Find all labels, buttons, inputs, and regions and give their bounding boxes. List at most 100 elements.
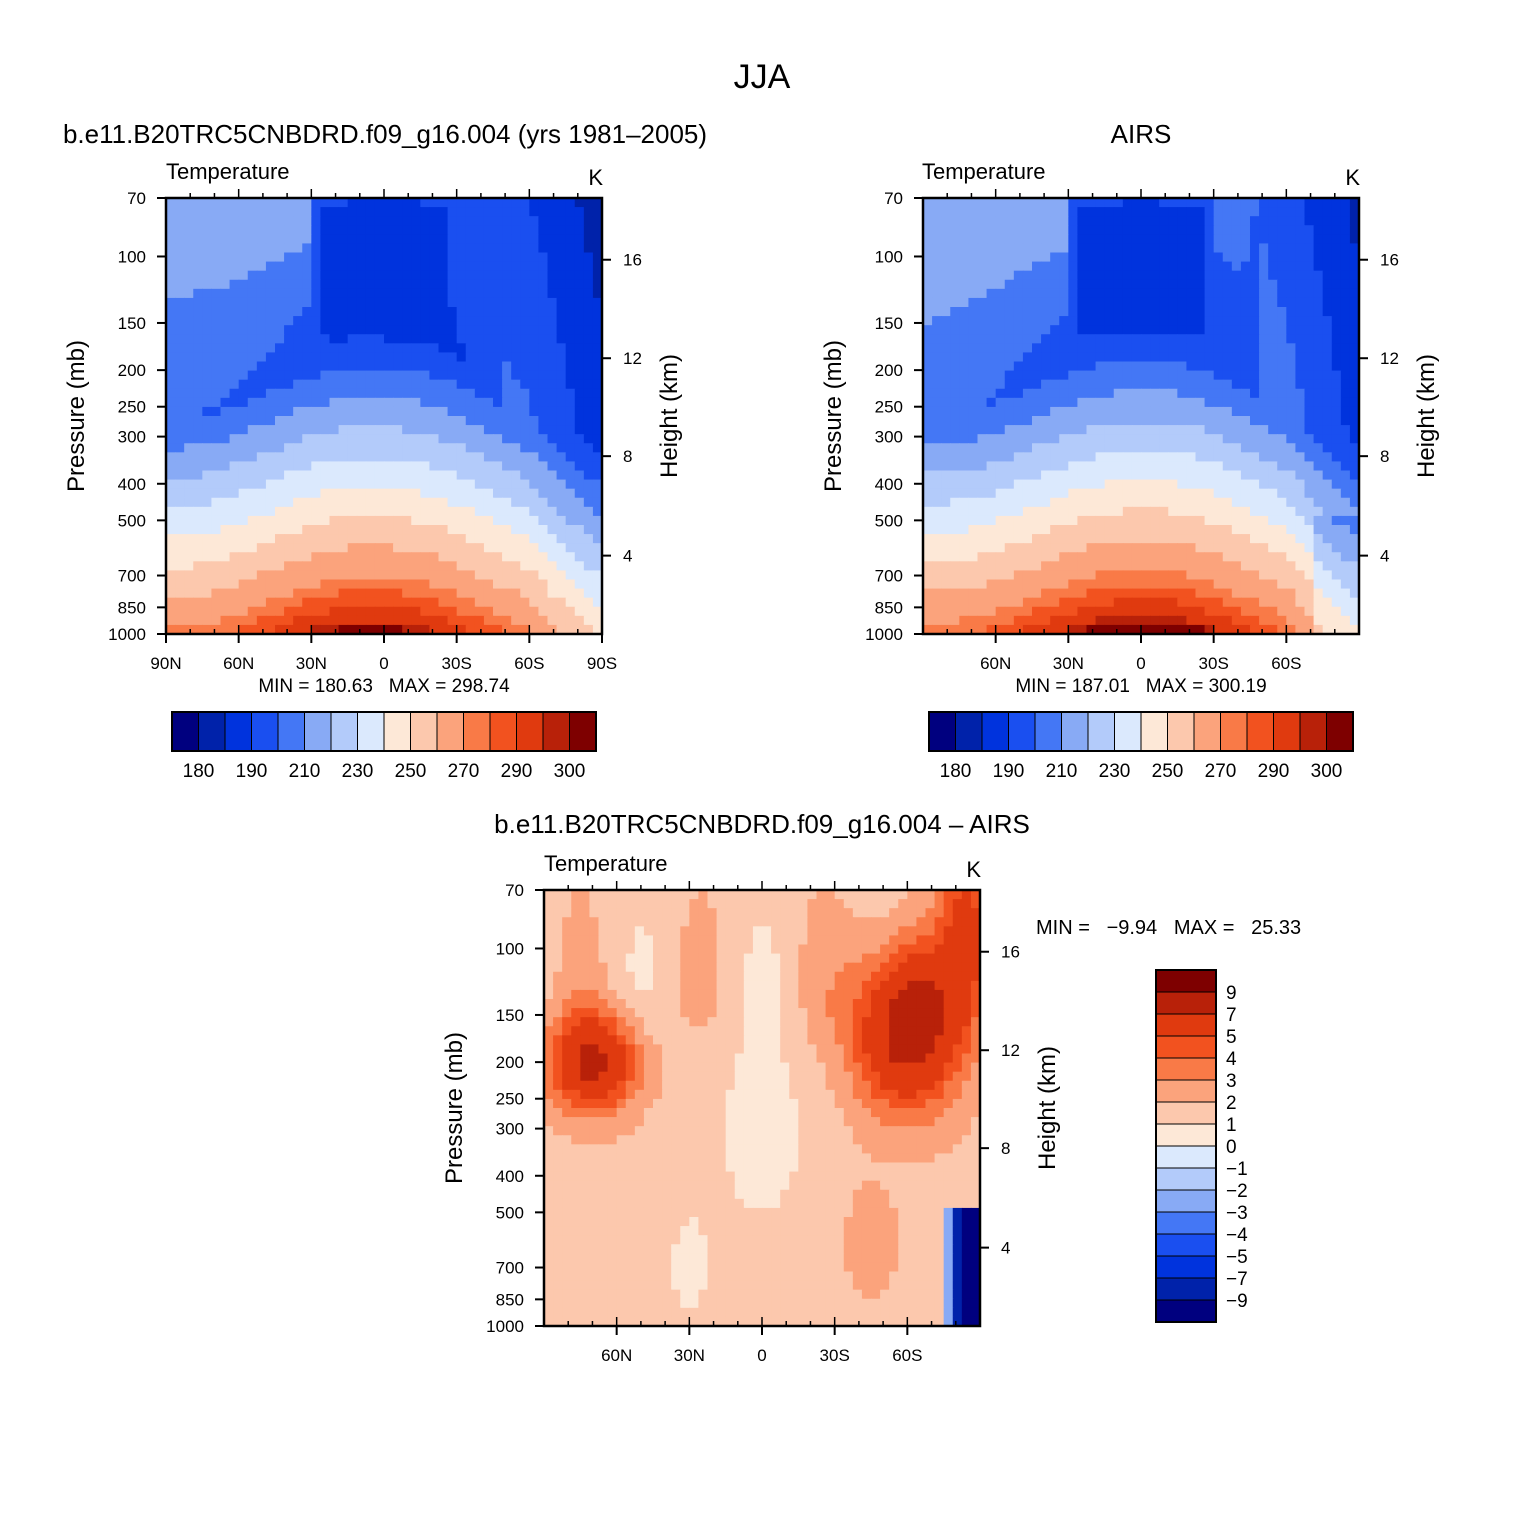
contour-cell xyxy=(347,234,358,245)
contour-cell xyxy=(529,379,540,390)
contour-cell xyxy=(265,352,276,363)
contour-cell xyxy=(502,552,512,562)
contour-cell xyxy=(1213,588,1224,599)
contour-cell xyxy=(1322,461,1333,472)
contour-cell xyxy=(986,297,997,308)
contour-cell xyxy=(1150,416,1160,426)
contour-cell xyxy=(529,588,540,599)
contour-cell xyxy=(1222,288,1233,299)
contour-cell xyxy=(1304,561,1315,572)
contour-cell xyxy=(941,352,951,363)
contour-cell xyxy=(1086,624,1097,635)
contour-cell xyxy=(384,443,394,453)
contour-cell xyxy=(1250,434,1260,444)
contour-cell xyxy=(986,597,997,608)
contour-cell xyxy=(1231,470,1242,481)
contour-cell xyxy=(680,899,690,909)
contour-cell xyxy=(411,443,421,453)
contour-cell xyxy=(238,270,249,281)
contour-cell xyxy=(438,234,449,245)
contour-cell xyxy=(483,470,494,481)
contour-cell xyxy=(565,606,576,617)
contour-cell xyxy=(1286,570,1297,581)
contour-cell xyxy=(916,908,927,918)
contour-cell xyxy=(968,288,979,299)
contour-cell xyxy=(1086,198,1097,208)
contour-cell xyxy=(474,506,485,517)
contour-cell xyxy=(556,243,567,254)
contour-cell xyxy=(256,343,267,354)
contour-cell xyxy=(1122,343,1133,354)
contour-cell xyxy=(193,234,203,245)
contour-cell xyxy=(1095,534,1106,544)
contour-cell xyxy=(1013,225,1024,235)
contour-cell xyxy=(1104,479,1115,490)
contour-cell xyxy=(986,261,997,272)
contour-cell xyxy=(547,379,558,390)
contour-cell xyxy=(592,488,603,499)
contour-cell xyxy=(429,624,440,635)
contour-cell xyxy=(184,443,194,453)
contour-cell xyxy=(465,525,476,535)
contour-cell xyxy=(465,279,476,290)
contour-cell xyxy=(1340,452,1351,463)
contour-cell xyxy=(1313,543,1324,553)
contour-cell xyxy=(520,388,530,399)
contour-cell xyxy=(538,588,549,599)
contour-cell xyxy=(365,343,376,354)
contour-cell xyxy=(1240,288,1251,299)
contour-cell xyxy=(538,343,549,354)
contour-cell xyxy=(493,352,503,363)
contour-cell xyxy=(493,615,503,626)
contour-cell xyxy=(592,561,603,572)
contour-cell xyxy=(1349,416,1360,426)
contour-cell xyxy=(959,225,970,235)
contour-cell xyxy=(1349,588,1360,599)
contour-cell xyxy=(202,552,213,562)
colorbar-box xyxy=(1061,711,1089,752)
contour-cell xyxy=(474,216,485,226)
contour-cell xyxy=(1259,534,1269,544)
contour-cell xyxy=(1222,443,1233,453)
contour-cell xyxy=(393,606,403,617)
contour-cell xyxy=(880,890,890,900)
contour-cell xyxy=(493,425,503,435)
contour-cell xyxy=(565,270,576,281)
contour-cell xyxy=(565,207,576,217)
contour-cell xyxy=(625,890,636,900)
contour-cell xyxy=(1150,515,1160,526)
contour-cell xyxy=(1295,279,1306,290)
contour-cell xyxy=(1086,361,1097,372)
contour-cell xyxy=(959,434,970,444)
contour-cell xyxy=(1195,597,1206,608)
contour-cell xyxy=(959,352,970,363)
contour-cell xyxy=(184,234,194,245)
contour-cell xyxy=(1077,343,1088,354)
contour-cell xyxy=(493,397,503,408)
contour-cell xyxy=(420,361,431,372)
contour-cell xyxy=(238,370,249,381)
contour-cell xyxy=(986,588,997,599)
contour-cell xyxy=(1240,352,1251,363)
contour-cell xyxy=(511,343,521,354)
contour-cell xyxy=(311,588,322,599)
contour-cell xyxy=(1204,561,1215,572)
contour-cell xyxy=(1004,352,1015,363)
contour-cell xyxy=(544,917,554,927)
contour-cell xyxy=(511,461,521,472)
contour-cell xyxy=(1250,334,1260,344)
contour-cell xyxy=(1122,316,1133,326)
contour-cell xyxy=(565,397,576,408)
contour-cell xyxy=(1113,470,1124,481)
contour-cell xyxy=(923,316,933,326)
contour-cell xyxy=(1095,216,1106,226)
contour-cell xyxy=(959,261,970,272)
contour-cell xyxy=(1050,588,1060,599)
contour-cell xyxy=(275,443,285,453)
contour-cell xyxy=(898,899,908,909)
contour-cell xyxy=(465,552,476,562)
contour-cell xyxy=(520,207,530,217)
contour-cell xyxy=(256,261,267,272)
contour-cell xyxy=(402,388,412,399)
contour-cell xyxy=(995,615,1006,626)
